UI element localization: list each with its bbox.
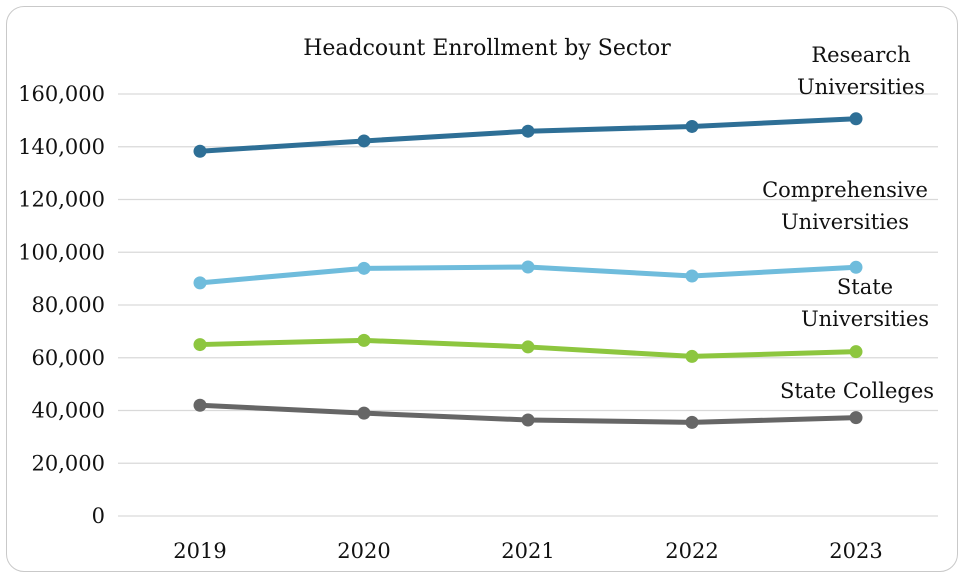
data-point xyxy=(193,338,207,352)
y-tick-label: 160,000 xyxy=(18,82,105,106)
y-tick-label: 0 xyxy=(92,504,105,528)
chart-title: Headcount Enrollment by Sector xyxy=(303,36,671,61)
y-tick-label: 120,000 xyxy=(18,188,105,212)
data-point xyxy=(521,340,535,354)
x-tick-label: 2019 xyxy=(173,539,226,563)
x-tick-label: 2023 xyxy=(829,539,882,563)
data-point xyxy=(685,119,699,133)
series-label: Universities xyxy=(781,210,909,234)
series-label: Universities xyxy=(801,307,929,331)
data-point xyxy=(521,124,535,138)
series-label: State Colleges xyxy=(780,379,934,403)
series-points xyxy=(193,112,863,429)
y-tick-label: 100,000 xyxy=(18,240,105,264)
x-tick-label: 2022 xyxy=(665,539,718,563)
data-point xyxy=(521,413,535,427)
data-point xyxy=(685,415,699,429)
y-tick-label: 40,000 xyxy=(32,399,105,423)
data-point xyxy=(357,333,371,347)
x-axis-ticks: 2019 2020 2021 2022 2023 xyxy=(173,539,882,563)
data-point xyxy=(685,269,699,283)
y-tick-label: 140,000 xyxy=(18,135,105,159)
series-label: Comprehensive xyxy=(762,178,928,202)
gridlines xyxy=(118,93,938,517)
series-label: Research xyxy=(811,43,910,67)
data-point xyxy=(521,260,535,274)
x-tick-label: 2021 xyxy=(501,539,554,563)
data-point xyxy=(193,276,207,290)
chart-frame xyxy=(6,6,958,572)
series-label: State xyxy=(837,275,893,299)
y-tick-label: 80,000 xyxy=(32,293,105,317)
y-tick-label: 20,000 xyxy=(32,451,105,475)
data-point xyxy=(849,260,863,274)
x-tick-label: 2020 xyxy=(337,539,390,563)
series-labels: Research Universities Comprehensive Univers… xyxy=(762,43,934,403)
data-point xyxy=(685,349,699,363)
data-point xyxy=(357,134,371,148)
data-point xyxy=(193,144,207,158)
data-point xyxy=(849,345,863,359)
data-point xyxy=(193,398,207,412)
data-point xyxy=(849,112,863,126)
y-axis-ticks: 0 20,000 40,000 60,000 80,000 100,000 120,000 1… xyxy=(18,82,105,528)
data-point xyxy=(849,411,863,425)
series-label: Universities xyxy=(797,75,925,99)
y-tick-label: 60,000 xyxy=(32,346,105,370)
data-point xyxy=(357,406,371,420)
data-point xyxy=(357,261,371,275)
